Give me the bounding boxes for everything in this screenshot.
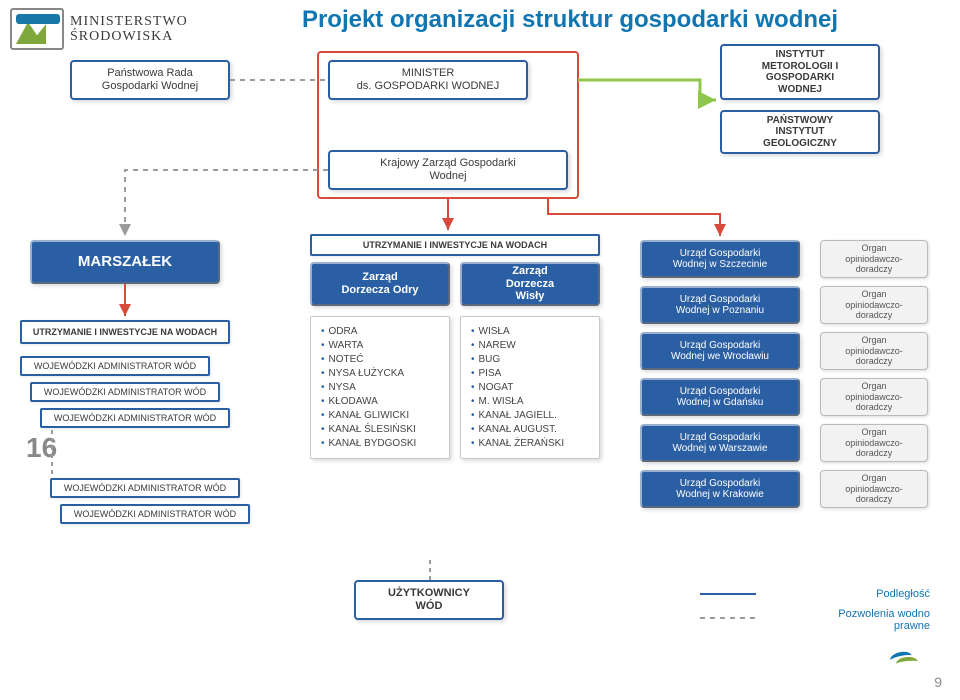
box-rada: Państwowa Rada Gospodarki Wodnej bbox=[70, 60, 230, 100]
page-number: 9 bbox=[934, 674, 942, 690]
office-3-text: Urząd Gospodarki Wodnej w Gdańsku bbox=[677, 386, 764, 409]
list-item: KANAŁ GLIWICKI bbox=[321, 410, 445, 421]
center-header: UTRZYMANIE I INWESTYCJE NA WODACH bbox=[310, 234, 600, 256]
box-odra-text: Zarząd Dorzecza Odry bbox=[341, 271, 418, 296]
office-4: Urząd Gospodarki Wodnej w Warszawie bbox=[640, 424, 800, 462]
office-4-text: Urząd Gospodarki Wodnej w Warszawie bbox=[672, 432, 767, 455]
legend: Podległość Pozwolenia wodno prawne bbox=[760, 586, 930, 634]
box-wisla-text: Zarząd Dorzecza Wisły bbox=[506, 265, 554, 303]
admin-3: WOJEWÓDZKI ADMINISTRATOR WÓD bbox=[40, 408, 230, 428]
box-imgw-text: INSTYTUT METOROLOGII I GOSPODARKI WODNEJ bbox=[762, 49, 838, 95]
admin-1: WOJEWÓDZKI ADMINISTRATOR WÓD bbox=[20, 356, 210, 376]
box-users-text: UŻYTKOWNICY WÓD bbox=[388, 587, 470, 612]
list-item: NOGAT bbox=[471, 382, 595, 393]
organ-4-text: Organ opiniodawczo- doradczy bbox=[845, 427, 903, 458]
legend-2: Pozwolenia wodno prawne bbox=[760, 608, 930, 632]
left-header-text: UTRZYMANIE I INWESTYCJE NA WODACH bbox=[33, 327, 217, 337]
list-item: ODRA bbox=[321, 326, 445, 337]
list-item: KŁODAWA bbox=[321, 396, 445, 407]
ministry-line2: ŚRODOWISKA bbox=[70, 29, 188, 44]
organ-1: Organ opiniodawczo- doradczy bbox=[820, 286, 928, 324]
list-item: WARTA bbox=[321, 340, 445, 351]
organ-1-text: Organ opiniodawczo- doradczy bbox=[845, 289, 903, 320]
box-marszalek: MARSZAŁEK bbox=[30, 240, 220, 284]
list-wisla: WISŁA NAREW BUG PISA NOGAT M. WISŁA KANAŁ JAGI… bbox=[460, 316, 600, 459]
office-1: Urząd Gospodarki Wodnej w Poznaniu bbox=[640, 286, 800, 324]
office-2: Urząd Gospodarki Wodnej we Wrocławiu bbox=[640, 332, 800, 370]
admin-2: WOJEWÓDZKI ADMINISTRATOR WÓD bbox=[30, 382, 220, 402]
office-5: Urząd Gospodarki Wodnej w Krakowie bbox=[640, 470, 800, 508]
box-wisla: Zarząd Dorzecza Wisły bbox=[460, 262, 600, 306]
list-odra: ODRA WARTA NOTEĆ NYSA ŁUŻYCKA NYSA KŁODAWA KAN… bbox=[310, 316, 450, 459]
list-item: BUG bbox=[471, 354, 595, 365]
list-item: WISŁA bbox=[471, 326, 595, 337]
ministry-logo: MINISTERSTWO ŚRODOWISKA bbox=[10, 8, 188, 50]
office-0-text: Urząd Gospodarki Wodnej w Szczecinie bbox=[673, 248, 767, 271]
organ-5: Organ opiniodawczo- doradczy bbox=[820, 470, 928, 508]
admin-5: WOJEWÓDZKI ADMINISTRATOR WÓD bbox=[60, 504, 250, 524]
box-kzgw-text: Krajowy Zarząd Gospodarki Wodnej bbox=[380, 157, 516, 182]
organ-2: Organ opiniodawczo- doradczy bbox=[820, 332, 928, 370]
logo-glyph bbox=[10, 8, 64, 50]
list-item: NOTEĆ bbox=[321, 354, 445, 365]
list-item: NYSA bbox=[321, 382, 445, 393]
list-item: KANAŁ JAGIELL. bbox=[471, 410, 595, 421]
admin-4: WOJEWÓDZKI ADMINISTRATOR WÓD bbox=[50, 478, 240, 498]
organ-0: Organ opiniodawczo- doradczy bbox=[820, 240, 928, 278]
ministry-line1: MINISTERSTWO bbox=[70, 14, 188, 29]
organ-3: Organ opiniodawczo- doradczy bbox=[820, 378, 928, 416]
office-3: Urząd Gospodarki Wodnej w Gdańsku bbox=[640, 378, 800, 416]
list-item: PISA bbox=[471, 368, 595, 379]
center-header-text: UTRZYMANIE I INWESTYCJE NA WODACH bbox=[363, 240, 547, 250]
office-0: Urząd Gospodarki Wodnej w Szczecinie bbox=[640, 240, 800, 278]
box-kzgw: Krajowy Zarząd Gospodarki Wodnej bbox=[328, 150, 568, 190]
admin-3-text: WOJEWÓDZKI ADMINISTRATOR WÓD bbox=[54, 413, 216, 423]
box-minister-text: MINISTER ds. GOSPODARKI WODNEJ bbox=[357, 67, 499, 92]
list-item: KANAŁ BYDGOSKI bbox=[321, 438, 445, 449]
box-pig: PAŃSTWOWY INSTYTUT GEOLOGICZNY bbox=[720, 110, 880, 154]
left-header: UTRZYMANIE I INWESTYCJE NA WODACH bbox=[20, 320, 230, 344]
box-odra: Zarząd Dorzecza Odry bbox=[310, 262, 450, 306]
list-item: KANAŁ ŚLESIŃSKI bbox=[321, 424, 445, 435]
box-users: UŻYTKOWNICY WÓD bbox=[354, 580, 504, 620]
office-2-text: Urząd Gospodarki Wodnej we Wrocławiu bbox=[671, 340, 769, 363]
list-item: NAREW bbox=[471, 340, 595, 351]
list-item: KANAŁ AUGUST. bbox=[471, 424, 595, 435]
box-rada-text: Państwowa Rada Gospodarki Wodnej bbox=[102, 67, 198, 92]
ministry-text: MINISTERSTWO ŚRODOWISKA bbox=[70, 14, 188, 45]
office-5-text: Urząd Gospodarki Wodnej w Krakowie bbox=[676, 478, 764, 501]
organ-5-text: Organ opiniodawczo- doradczy bbox=[845, 473, 903, 504]
admin-5-text: WOJEWÓDZKI ADMINISTRATOR WÓD bbox=[74, 509, 236, 519]
legend-1: Podległość bbox=[760, 588, 930, 600]
admin-count: 16 bbox=[26, 432, 57, 464]
box-marszalek-text: MARSZAŁEK bbox=[78, 253, 172, 270]
organ-2-text: Organ opiniodawczo- doradczy bbox=[845, 335, 903, 366]
box-minister: MINISTER ds. GOSPODARKI WODNEJ bbox=[328, 60, 528, 100]
admin-2-text: WOJEWÓDZKI ADMINISTRATOR WÓD bbox=[44, 387, 206, 397]
organ-4: Organ opiniodawczo- doradczy bbox=[820, 424, 928, 462]
page-title: Projekt organizacji struktur gospodarki … bbox=[200, 6, 940, 34]
footer-swoosh-icon bbox=[890, 652, 920, 670]
box-imgw: INSTYTUT METOROLOGII I GOSPODARKI WODNEJ bbox=[720, 44, 880, 100]
box-pig-text: PAŃSTWOWY INSTYTUT GEOLOGICZNY bbox=[763, 115, 837, 150]
organ-3-text: Organ opiniodawczo- doradczy bbox=[845, 381, 903, 412]
list-item: NYSA ŁUŻYCKA bbox=[321, 368, 445, 379]
list-item: M. WISŁA bbox=[471, 396, 595, 407]
list-item: KANAŁ ŻERAŃSKI bbox=[471, 438, 595, 449]
admin-1-text: WOJEWÓDZKI ADMINISTRATOR WÓD bbox=[34, 361, 196, 371]
admin-4-text: WOJEWÓDZKI ADMINISTRATOR WÓD bbox=[64, 483, 226, 493]
organ-0-text: Organ opiniodawczo- doradczy bbox=[845, 243, 903, 274]
office-1-text: Urząd Gospodarki Wodnej w Poznaniu bbox=[676, 294, 764, 317]
